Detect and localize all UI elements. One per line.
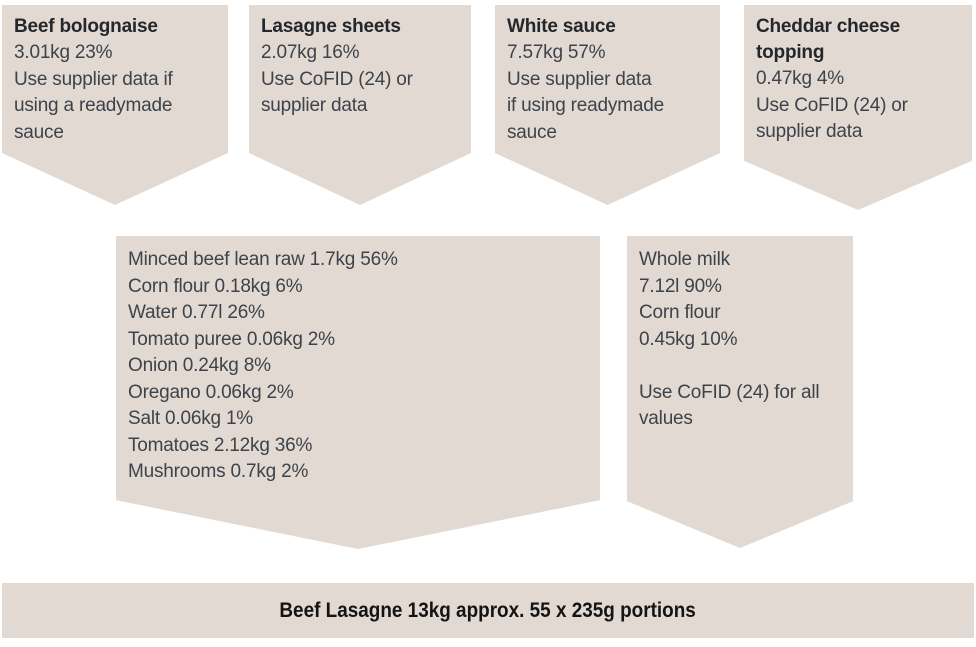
ingredient-line: Use CoFID (24) for all bbox=[639, 381, 820, 403]
box-line: Use supplier data if bbox=[14, 68, 173, 90]
ingredient-line bbox=[639, 353, 843, 380]
total-summary-label: Beef Lasagne 13kg approx. 55 x 235g port… bbox=[279, 598, 697, 622]
box-line: sauce bbox=[14, 121, 64, 143]
detail-box-bolognaise-ingredients: Minced beef lean raw 1.7kg 56% Corn flou… bbox=[116, 236, 600, 549]
ingredient-line: Corn flour bbox=[639, 302, 721, 323]
detail-box-white-sauce-ingredients: Whole milk 7.12l 90% Corn flour 0.45kg 1… bbox=[627, 236, 853, 548]
box-title: White sauce bbox=[507, 16, 616, 37]
ingredient-box-beef-bolognaise: Beef bolognaise 3.01kg 23% Use supplier … bbox=[2, 5, 228, 205]
total-summary-bar: Beef Lasagne 13kg approx. 55 x 235g port… bbox=[2, 583, 974, 638]
ingredient-line: values bbox=[639, 408, 693, 429]
box-line: 3.01kg 23% bbox=[14, 42, 113, 63]
ingredient-box-lasagne-sheets: Lasagne sheets 2.07kg 16% Use CoFID (24)… bbox=[249, 5, 471, 205]
ingredient-line: Mushrooms 0.7kg 2% bbox=[128, 461, 309, 482]
box-line: Use supplier data bbox=[507, 68, 652, 90]
box-line: using a readymade bbox=[14, 95, 173, 116]
ingredient-line: 7.12l 90% bbox=[639, 275, 722, 297]
ingredient-line: Onion 0.24kg 8% bbox=[128, 355, 271, 376]
box-title: Beef bolognaise bbox=[14, 16, 158, 37]
box-line: supplier data bbox=[261, 95, 368, 116]
box-line: 7.57kg 57% bbox=[507, 42, 606, 63]
ingredient-line: Corn flour 0.18kg 6% bbox=[128, 275, 303, 297]
box-line: supplier data bbox=[756, 121, 863, 142]
ingredient-box-cheddar-cheese-topping: Cheddar cheese topping 0.47kg 4% Use CoF… bbox=[744, 5, 972, 210]
ingredient-line: 0.45kg 10% bbox=[639, 328, 738, 350]
ingredient-box-white-sauce: White sauce 7.57kg 57% Use supplier data… bbox=[495, 5, 720, 205]
ingredient-line: Oregano 0.06kg 2% bbox=[128, 381, 294, 403]
box-title: Lasagne sheets bbox=[261, 16, 401, 37]
ingredient-line: Salt 0.06kg 1% bbox=[128, 408, 254, 429]
box-line: if using readymade bbox=[507, 95, 664, 116]
box-line: 2.07kg 16% bbox=[261, 42, 360, 63]
box-line: 0.47kg 4% bbox=[756, 68, 844, 89]
box-line: Use CoFID (24) or bbox=[756, 94, 908, 116]
box-line: sauce bbox=[507, 121, 557, 143]
ingredient-line: Tomatoes 2.12kg 36% bbox=[128, 434, 313, 456]
ingredient-line: Water 0.77l 26% bbox=[128, 302, 265, 323]
box-title: Cheddar cheese topping bbox=[756, 16, 900, 63]
ingredient-line: Minced beef lean raw 1.7kg 56% bbox=[128, 249, 398, 270]
ingredient-line: Tomato puree 0.06kg 2% bbox=[128, 328, 335, 350]
ingredient-line: Whole milk bbox=[639, 249, 730, 270]
box-line: Use CoFID (24) or bbox=[261, 68, 413, 90]
